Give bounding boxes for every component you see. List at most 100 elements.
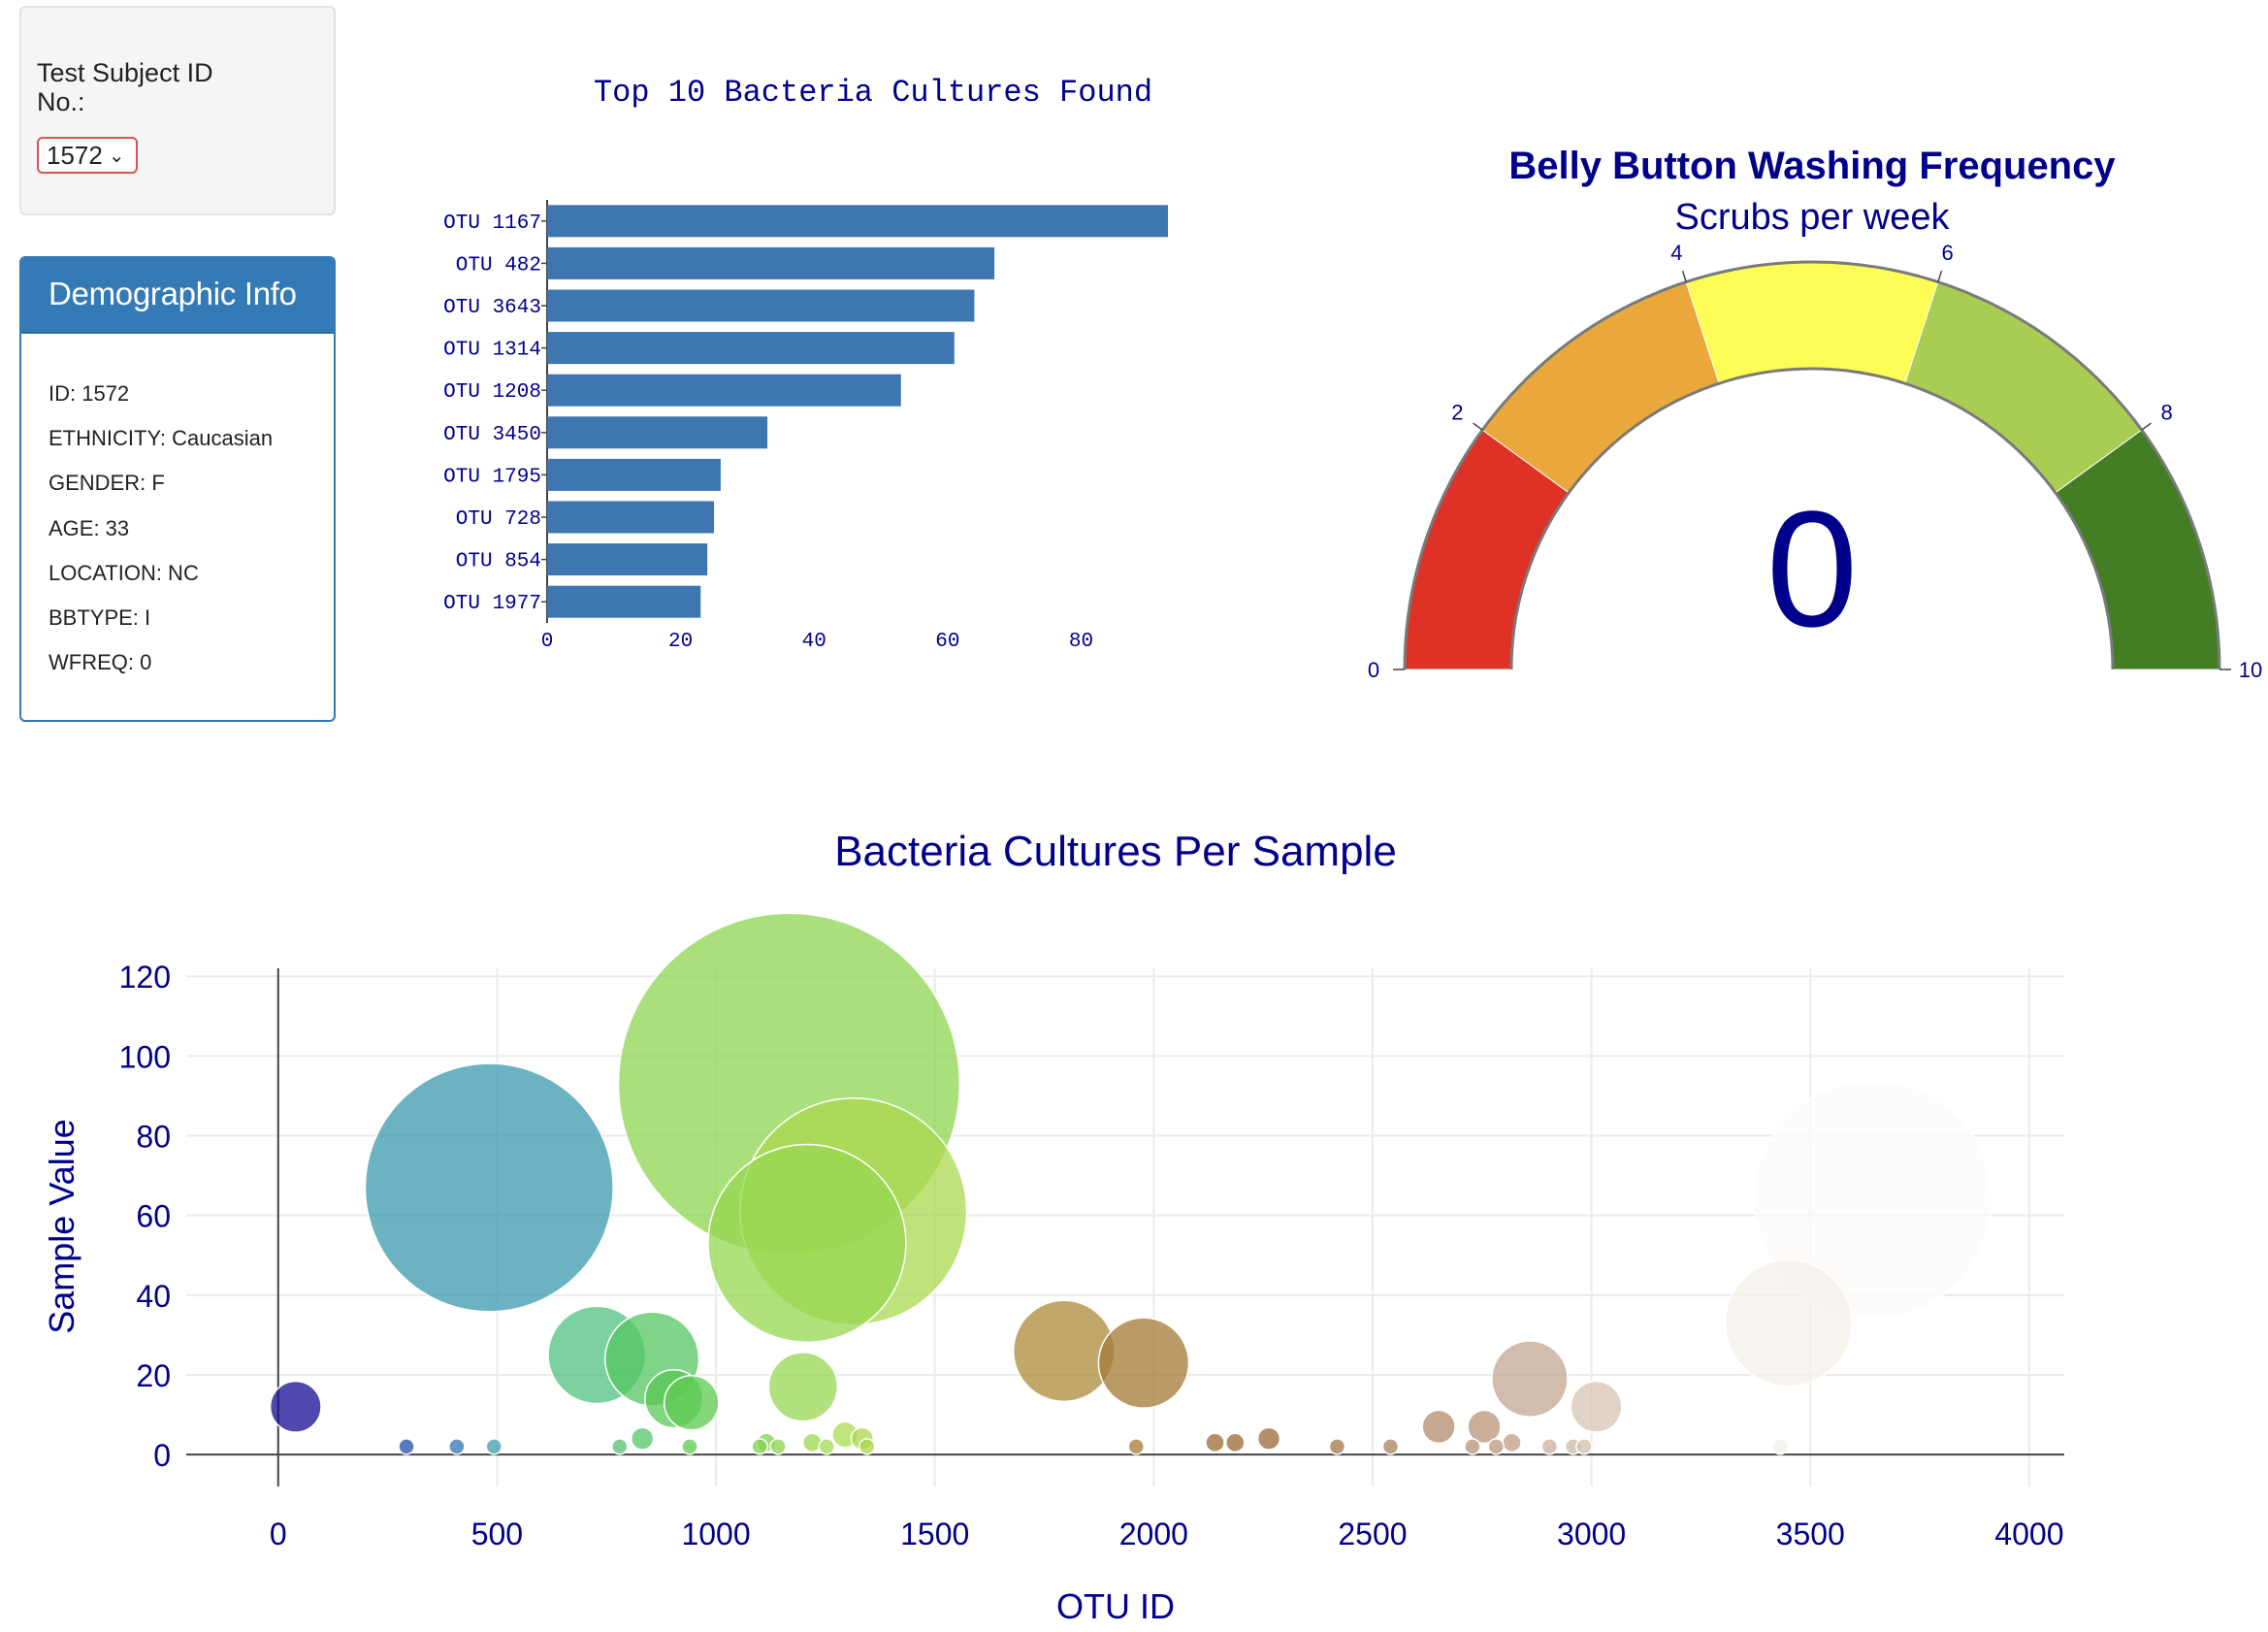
bubble-point[interactable] — [1487, 1438, 1505, 1455]
bubble-point[interactable] — [681, 1438, 698, 1455]
bar-chart-title: Top 10 Bacteria Cultures Found — [594, 75, 1152, 111]
bubble-point[interactable] — [663, 1374, 720, 1431]
bar-x-tick-label: 60 — [935, 631, 959, 653]
demo-gender: GENDER: F — [49, 471, 165, 495]
bubble-point[interactable] — [485, 1438, 503, 1455]
demo-bbtype: BBTYPE: I — [49, 605, 151, 630]
bar-category-label: OTU 1167 — [443, 212, 541, 235]
bar-category-label: OTU 1795 — [443, 466, 541, 488]
bubble-point[interactable] — [364, 1062, 614, 1313]
gauge-tick — [1937, 270, 1943, 282]
bubble-point[interactable] — [1205, 1432, 1225, 1453]
bubble-point[interactable] — [858, 1438, 876, 1455]
bar[interactable] — [547, 543, 708, 576]
bar-category-label: OTU 854 — [456, 551, 541, 573]
bubble-y-tick-label: 0 — [153, 1438, 171, 1473]
bubble-x-axis-label: OTU ID — [1056, 1586, 1175, 1626]
bubble-point[interactable] — [1464, 1438, 1481, 1455]
gauge-title: Belly Button Washing Frequency — [1508, 145, 2116, 187]
bar[interactable] — [547, 205, 1168, 238]
bubble-point[interactable] — [707, 1143, 907, 1344]
gauge-inner-outline — [1509, 367, 2115, 670]
bubble-point[interactable] — [1753, 1080, 1993, 1320]
bar-category-label: OTU 3450 — [443, 424, 541, 446]
bubble-x-tick-label: 2000 — [1119, 1517, 1188, 1551]
bubble-x-tick-label: 4000 — [1994, 1517, 2063, 1551]
bubble-point[interactable] — [818, 1438, 835, 1455]
gauge-tick — [1681, 270, 1687, 282]
bubble-x-tick-label: 1500 — [900, 1517, 969, 1551]
gauge-band — [1685, 261, 1939, 384]
subject-selector-label: Test Subject ID No.: — [37, 58, 213, 116]
bar[interactable] — [547, 289, 975, 322]
bubble-point[interactable] — [1328, 1438, 1346, 1455]
bubble-y-tick-label: 80 — [136, 1120, 171, 1155]
bubble-point[interactable] — [751, 1438, 768, 1455]
demographic-panel — [19, 256, 336, 722]
bubble-y-axis-label: Sample Value — [42, 1119, 81, 1333]
bar[interactable] — [547, 458, 721, 491]
demographic-panel-title: Demographic Info — [49, 276, 297, 311]
bubble-point[interactable] — [448, 1438, 466, 1455]
gauge-tick-label: 10 — [2239, 658, 2262, 682]
bubble-point[interactable] — [1575, 1438, 1593, 1455]
top10-bar-chart: Top 10 Bacteria Cultures Found OTU 1167 O… — [443, 75, 1168, 653]
bubble-point[interactable] — [1097, 1317, 1190, 1409]
gauge-outline — [1403, 260, 2221, 670]
bubble-point[interactable] — [1013, 1299, 1116, 1403]
bar-category-label: OTU 3643 — [443, 297, 541, 319]
bar[interactable] — [547, 246, 995, 279]
bar[interactable] — [547, 585, 701, 618]
demo-location: LOCATION: NC — [49, 561, 199, 585]
bubble-point[interactable] — [767, 1352, 839, 1422]
bubble-chart: Bacteria Cultures Per Sample OTU ID Samp… — [42, 828, 2064, 1626]
bubble-point[interactable] — [1570, 1380, 1623, 1433]
bubble-y-tick-label: 120 — [119, 960, 171, 995]
bar-category-label: OTU 482 — [456, 254, 541, 277]
bubble-point[interactable] — [1127, 1438, 1146, 1455]
bubble-point[interactable] — [1724, 1258, 1853, 1387]
bubble-point[interactable] — [1491, 1340, 1569, 1418]
bubble-point[interactable] — [769, 1438, 787, 1455]
bubble-point[interactable] — [1421, 1409, 1456, 1445]
subject-id-select[interactable]: 1572 ⌄ — [37, 137, 138, 174]
gauge-tick-label: 6 — [1942, 241, 1954, 265]
gauge-subtitle: Scrubs per week — [1674, 197, 1950, 238]
bar-category-label: OTU 728 — [456, 508, 541, 531]
bar[interactable] — [547, 501, 715, 534]
bar[interactable] — [547, 416, 768, 449]
chevron-down-icon: ⌄ — [108, 145, 125, 167]
gauge-tick-label: 2 — [1451, 400, 1463, 424]
bubble-point[interactable] — [1224, 1432, 1246, 1453]
demo-wfreq: WFREQ: 0 — [49, 650, 152, 674]
bubble-x-tick-label: 1000 — [681, 1517, 750, 1551]
bubble-point[interactable] — [269, 1380, 322, 1433]
bar-x-tick-label: 20 — [668, 631, 693, 653]
bubble-y-tick-label: 100 — [119, 1039, 171, 1074]
demo-age: AGE: 33 — [49, 516, 130, 540]
gauge-tick — [1473, 422, 1483, 431]
bubble-point[interactable] — [1540, 1438, 1559, 1455]
bubble-point[interactable] — [631, 1426, 655, 1451]
bubble-x-tick-label: 3500 — [1776, 1517, 1845, 1551]
bubble-y-tick-label: 60 — [136, 1199, 171, 1234]
bubble-point[interactable] — [611, 1438, 629, 1455]
gauge-tick-label: 8 — [2161, 400, 2173, 424]
bubble-y-tick-label: 40 — [136, 1279, 171, 1314]
bubble-point[interactable] — [1381, 1438, 1400, 1455]
bar-x-tick-label: 0 — [541, 631, 554, 653]
bar[interactable] — [547, 374, 901, 407]
demo-ethnicity: ETHNICITY: Caucasian — [49, 426, 274, 450]
subject-selector-card — [19, 6, 336, 215]
subject-id-value: 1572 — [47, 140, 103, 170]
gauge-tick — [2141, 422, 2152, 431]
bubble-point[interactable] — [398, 1438, 415, 1455]
bubble-point[interactable] — [1256, 1426, 1281, 1451]
bubble-point[interactable] — [1771, 1438, 1789, 1455]
bar[interactable] — [547, 332, 955, 365]
bubble-point[interactable] — [1467, 1409, 1502, 1445]
bar-x-tick-label: 40 — [802, 631, 826, 653]
wash-frequency-gauge: Belly Button Washing Frequency Scrubs pe… — [1368, 145, 2262, 682]
bubble-point[interactable] — [1502, 1432, 1522, 1453]
demographic-panel-header — [21, 258, 334, 334]
